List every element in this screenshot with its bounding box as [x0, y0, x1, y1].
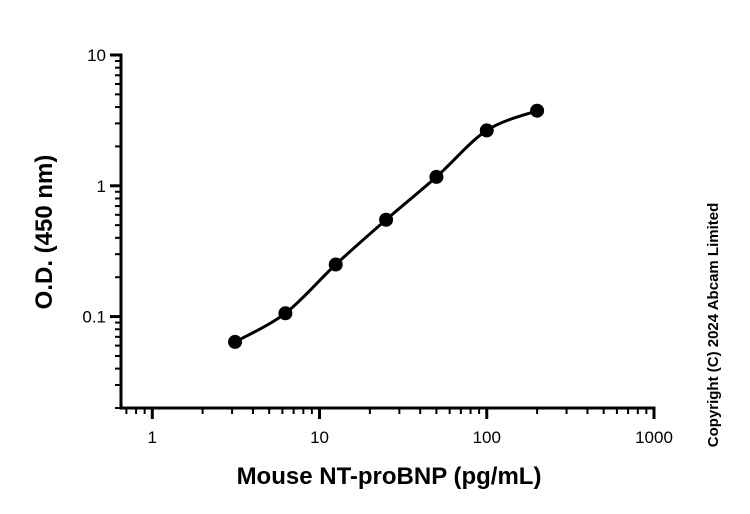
- data-point: [278, 306, 293, 321]
- tick-labels: 0.1 1 10 1 10 100 1000: [82, 46, 673, 447]
- copyright-text: Copyright (C) 2024 Abcam Limited: [705, 203, 722, 447]
- x-tick-label: 1: [148, 428, 157, 447]
- data-point: [328, 257, 343, 272]
- data-points: [228, 103, 545, 349]
- x-tick-label: 1000: [635, 428, 673, 447]
- data-point: [429, 169, 444, 184]
- y-axis-title: O.D. (450 nm): [31, 155, 58, 310]
- data-point: [379, 212, 394, 227]
- axes: [119, 53, 656, 410]
- y-tick-label: 1: [97, 177, 106, 196]
- data-point: [228, 334, 243, 349]
- x-tick-label: 100: [473, 428, 501, 447]
- x-axis-title: Mouse NT-proBNP (pg/mL): [237, 463, 542, 490]
- data-point: [479, 123, 494, 138]
- y-tick-label: 10: [87, 46, 106, 65]
- x-tick-label: 10: [310, 428, 329, 447]
- y-tick-label: 0.1: [82, 308, 106, 327]
- data-point: [530, 103, 545, 118]
- ticks: [110, 53, 656, 419]
